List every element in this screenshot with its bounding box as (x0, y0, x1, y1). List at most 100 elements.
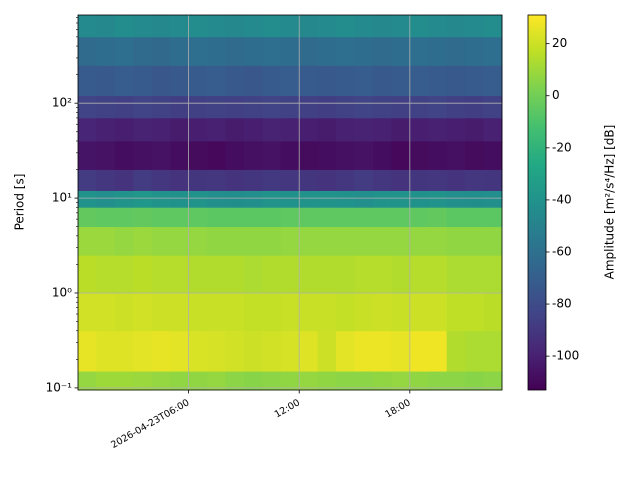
heatmap-cell (96, 65, 116, 97)
heatmap-cell (151, 226, 171, 256)
heatmap-cell (96, 95, 116, 119)
heatmap-cell (391, 36, 411, 66)
heatmap-cell (207, 190, 226, 208)
heatmap-cell (170, 292, 190, 332)
heatmap-cell (391, 117, 411, 142)
heatmap-cell (446, 371, 466, 391)
heatmap-cell (317, 36, 337, 66)
heatmap-cell (188, 95, 208, 119)
heatmap (78, 15, 503, 391)
heatmap-cell (372, 65, 392, 97)
heatmap-cell (188, 169, 208, 191)
heatmap-cell (78, 36, 97, 66)
colorbar-tick-label: 20 (552, 36, 567, 50)
heatmap-cell (280, 190, 300, 208)
heatmap-cell (372, 36, 392, 66)
heatmap-cell (133, 140, 153, 170)
heatmap-cell (170, 207, 190, 228)
heatmap-cell (446, 226, 466, 256)
heatmap-cell (465, 226, 484, 256)
heatmap-cell (354, 255, 374, 294)
heatmap-cell (243, 226, 263, 256)
heatmap-cell (317, 226, 337, 256)
heatmap-cell (317, 190, 337, 208)
heatmap-cell (299, 190, 319, 208)
heatmap-cell (391, 207, 411, 228)
heatmap-cell (262, 207, 282, 228)
heatmap-cell (151, 15, 171, 38)
heatmap-cell (114, 330, 134, 372)
heatmap-cell (133, 36, 153, 66)
heatmap-cell (446, 117, 466, 142)
heatmap-cell (170, 226, 190, 256)
heatmap-cell (133, 65, 153, 97)
heatmap-cell (207, 330, 226, 372)
heatmap-cell (409, 190, 429, 208)
heatmap-cell (96, 371, 116, 391)
heatmap-cell (243, 36, 263, 66)
heatmap-cell (188, 36, 208, 66)
plot-frame (77, 14, 503, 391)
heatmap-cell (225, 15, 245, 38)
heatmap-cell (207, 140, 226, 170)
heatmap-cell (354, 292, 374, 332)
heatmap-cell (225, 226, 245, 256)
heatmap-cell (317, 15, 337, 38)
heatmap-cell (78, 140, 97, 170)
heatmap-cell (372, 169, 392, 191)
heatmap-cell (207, 36, 226, 66)
heatmap-cell (96, 330, 116, 372)
heatmap-cell (336, 207, 355, 228)
heatmap-cell (391, 292, 411, 332)
heatmap-cell (188, 140, 208, 170)
heatmap-cell (354, 15, 374, 38)
heatmap-cell (225, 292, 245, 332)
heatmap-cell (391, 255, 411, 294)
heatmap-cell (207, 207, 226, 228)
heatmap-cell (428, 169, 448, 191)
heatmap-cell (354, 117, 374, 142)
heatmap-cell (299, 255, 319, 294)
heatmap-cell (114, 95, 134, 119)
heatmap-cell (114, 371, 134, 391)
heatmap-cell (170, 117, 190, 142)
heatmap-cell (133, 169, 153, 191)
heatmap-cell (207, 226, 226, 256)
heatmap-cell (336, 140, 355, 170)
heatmap-cell (354, 140, 374, 170)
heatmap-cell (207, 169, 226, 191)
heatmap-cell (262, 169, 282, 191)
colorbar-label: Amplitude [m²/s⁴/Hz] [dB] (603, 125, 617, 280)
heatmap-cell (299, 36, 319, 66)
heatmap-cell (151, 255, 171, 294)
heatmap-cell (280, 255, 300, 294)
heatmap-cell (188, 292, 208, 332)
heatmap-cell (78, 117, 97, 142)
heatmap-cell (78, 330, 97, 372)
heatmap-cell (391, 15, 411, 38)
heatmap-cell (391, 169, 411, 191)
heatmap-cell (114, 169, 134, 191)
heatmap-cell (207, 292, 226, 332)
heatmap-cell (243, 371, 263, 391)
heatmap-cell (262, 190, 282, 208)
heatmap-cell (133, 207, 153, 228)
heatmap-cell (409, 226, 429, 256)
heatmap-cell (372, 255, 392, 294)
heatmap-cell (409, 15, 429, 38)
heatmap-cell (446, 330, 466, 372)
x-tick-label: 12:00 (273, 397, 302, 420)
heatmap-cell (391, 371, 411, 391)
heatmap-cell (243, 330, 263, 372)
y-tick-label: 10⁰ (52, 285, 72, 299)
heatmap-cell (170, 330, 190, 372)
heatmap-cell (409, 371, 429, 391)
heatmap-cell (133, 330, 153, 372)
heatmap-cell (114, 65, 134, 97)
heatmap-cell (262, 15, 282, 38)
heatmap-cell (225, 255, 245, 294)
heatmap-cell (225, 207, 245, 228)
heatmap-cell (354, 36, 374, 66)
heatmap-cell (225, 169, 245, 191)
heatmap-cell (483, 15, 503, 38)
